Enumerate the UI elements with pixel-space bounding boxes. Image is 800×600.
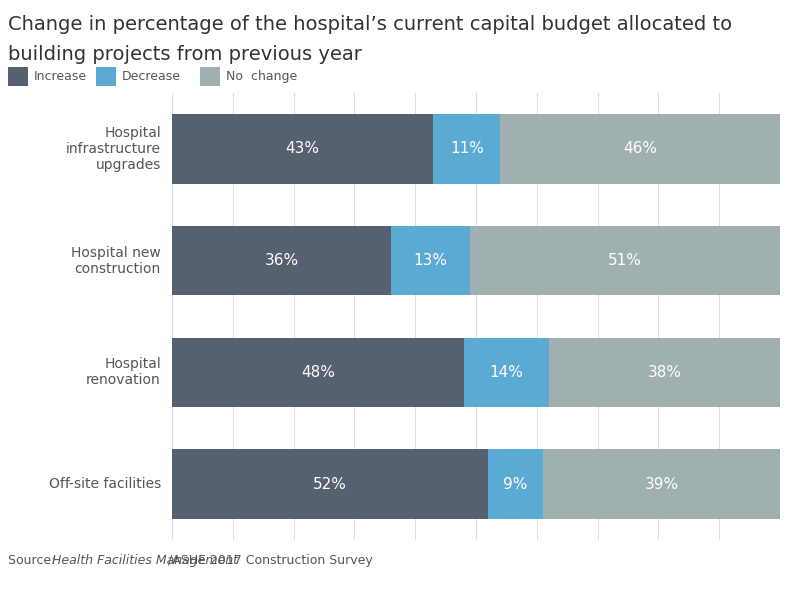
- Text: 43%: 43%: [286, 142, 320, 157]
- Bar: [500, 114, 780, 184]
- Text: building projects from previous year: building projects from previous year: [8, 45, 362, 64]
- Bar: [470, 226, 780, 295]
- Text: /ASHE 2017 Construction Survey: /ASHE 2017 Construction Survey: [168, 554, 373, 567]
- Text: 46%: 46%: [623, 142, 657, 157]
- Bar: [391, 226, 470, 295]
- Text: 14%: 14%: [490, 365, 523, 380]
- Bar: [488, 449, 543, 519]
- Text: 51%: 51%: [608, 253, 642, 268]
- Bar: [172, 226, 391, 295]
- Text: 39%: 39%: [644, 476, 678, 491]
- Bar: [549, 338, 780, 407]
- Text: 9%: 9%: [503, 476, 528, 491]
- Bar: [434, 114, 500, 184]
- Text: No  change: No change: [226, 70, 297, 83]
- Bar: [543, 449, 780, 519]
- Text: Decrease: Decrease: [122, 70, 181, 83]
- Text: Source:: Source:: [8, 554, 63, 567]
- Text: 36%: 36%: [264, 253, 298, 268]
- Bar: [464, 338, 549, 407]
- Text: 11%: 11%: [450, 142, 484, 157]
- Text: Health Facilities Management: Health Facilities Management: [52, 554, 238, 567]
- Text: Increase: Increase: [34, 70, 86, 83]
- Text: 48%: 48%: [301, 365, 335, 380]
- Bar: [172, 449, 488, 519]
- Text: 38%: 38%: [647, 365, 682, 380]
- Text: 13%: 13%: [414, 253, 447, 268]
- Text: Change in percentage of the hospital’s current capital budget allocated to: Change in percentage of the hospital’s c…: [8, 15, 732, 34]
- Bar: [172, 114, 434, 184]
- Bar: [172, 338, 464, 407]
- Text: 52%: 52%: [313, 476, 347, 491]
